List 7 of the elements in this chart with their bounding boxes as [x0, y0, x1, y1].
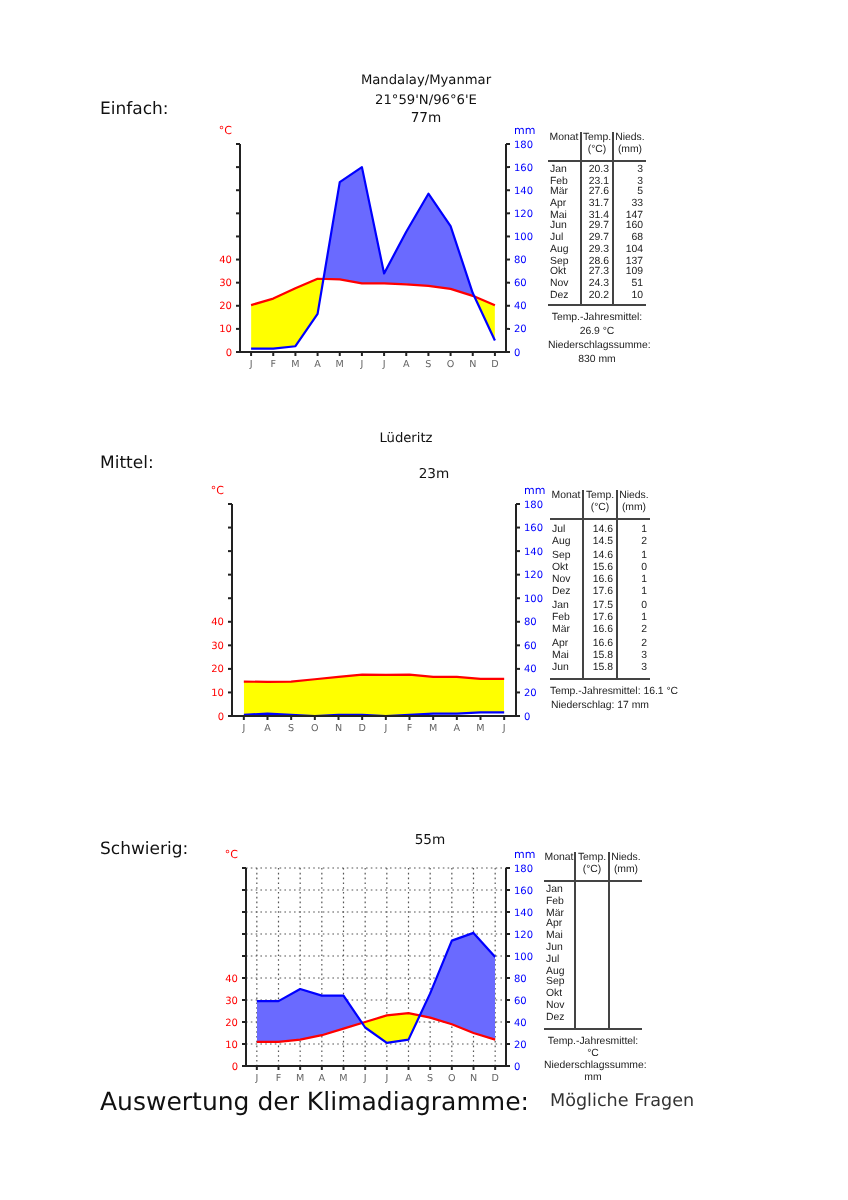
text: Auswertung der Klimadiagramme:: [100, 1086, 529, 1116]
text: Mögliche Fragen: [550, 1092, 695, 1114]
line-series: [249, 166, 497, 350]
text: Schwierig:: [100, 840, 189, 860]
text: Mittel:: [100, 454, 154, 474]
text: Einfach:: [100, 100, 169, 120]
line-series: [249, 277, 497, 307]
